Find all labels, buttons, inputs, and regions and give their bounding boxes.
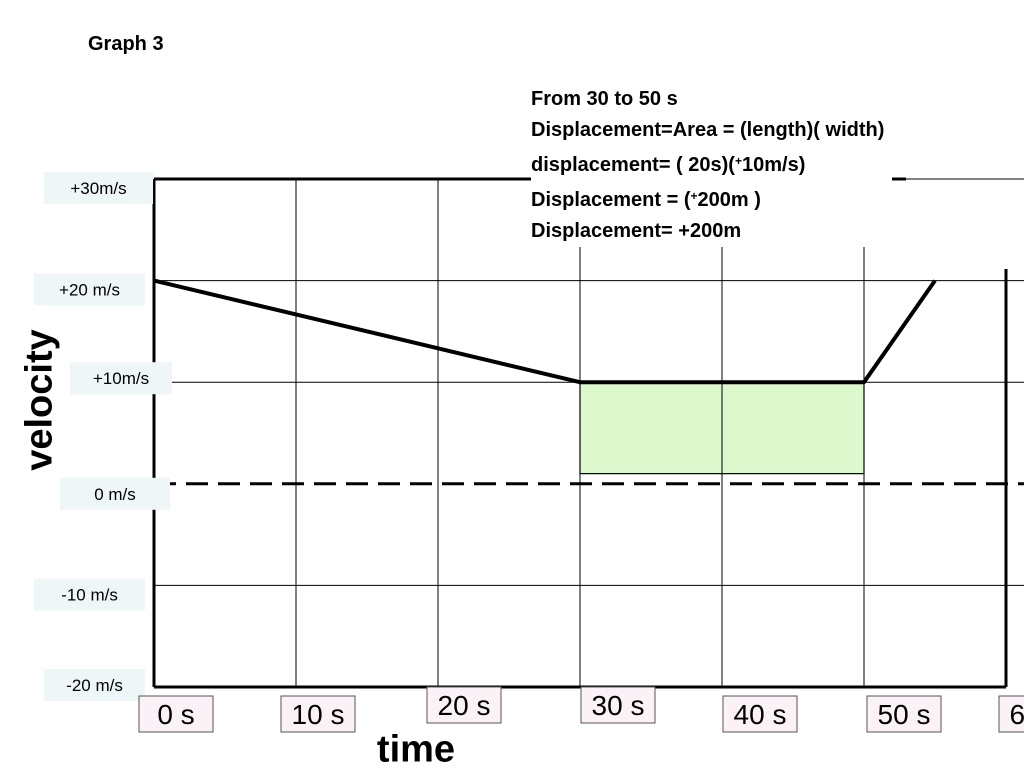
x-tick-box [722,695,798,733]
x-tick-box [426,686,502,724]
annotation-line: displacement= ( 20s)(+10m/s) [531,154,806,176]
y-axis-label: velocity [18,329,61,471]
velocity-line [153,278,937,385]
x-tick-box [138,695,214,733]
x-tick-box [580,686,656,724]
y-tick-label: +10m/s [93,369,149,388]
x-tick-label: 60 s [1010,699,1024,730]
annotation-line: From 30 to 50 s [531,88,678,110]
page-title: Graph 3 [88,33,164,55]
annotation-line: Displacement=Area = (length)( width) [531,119,885,141]
displacement-annotation: From 30 to 50 s Displacement=Area = (len… [531,84,893,247]
x-tick-label: 30 s [592,690,645,721]
y-tick-label: +30m/s [70,179,126,198]
y-tick-box [60,477,170,510]
annotation-line: Displacement = (+200m ) [531,189,761,211]
x-axis-label: time [376,728,456,771]
y-tick-label: -10 m/s [61,585,118,604]
x-tick-box [280,695,356,733]
x-tick-box [998,695,1024,733]
y-tick-box [44,172,153,204]
y-tick-box [70,362,172,395]
y-tick-label: +20 m/s [59,281,120,300]
x-tick-label: 10 s [292,699,345,730]
x-tick-label: 40 s [734,699,787,730]
x-tick-label: 0 s [157,699,194,730]
annotation-line: Displacement= +200m [531,220,742,242]
y-tick-box [44,669,145,701]
x-tick-label: 20 s [438,690,491,721]
y-tick-label: -20 m/s [66,676,123,695]
y-tick-box [34,273,145,306]
x-tick-box [866,695,942,733]
y-tick-box [34,578,145,611]
y-tick-label: 0 m/s [94,485,136,504]
x-tick-label: 50 s [878,699,931,730]
